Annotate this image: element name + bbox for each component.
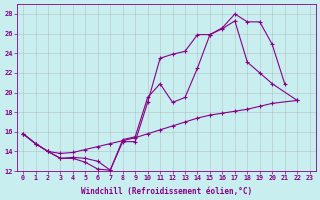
X-axis label: Windchill (Refroidissement éolien,°C): Windchill (Refroidissement éolien,°C) — [81, 187, 252, 196]
